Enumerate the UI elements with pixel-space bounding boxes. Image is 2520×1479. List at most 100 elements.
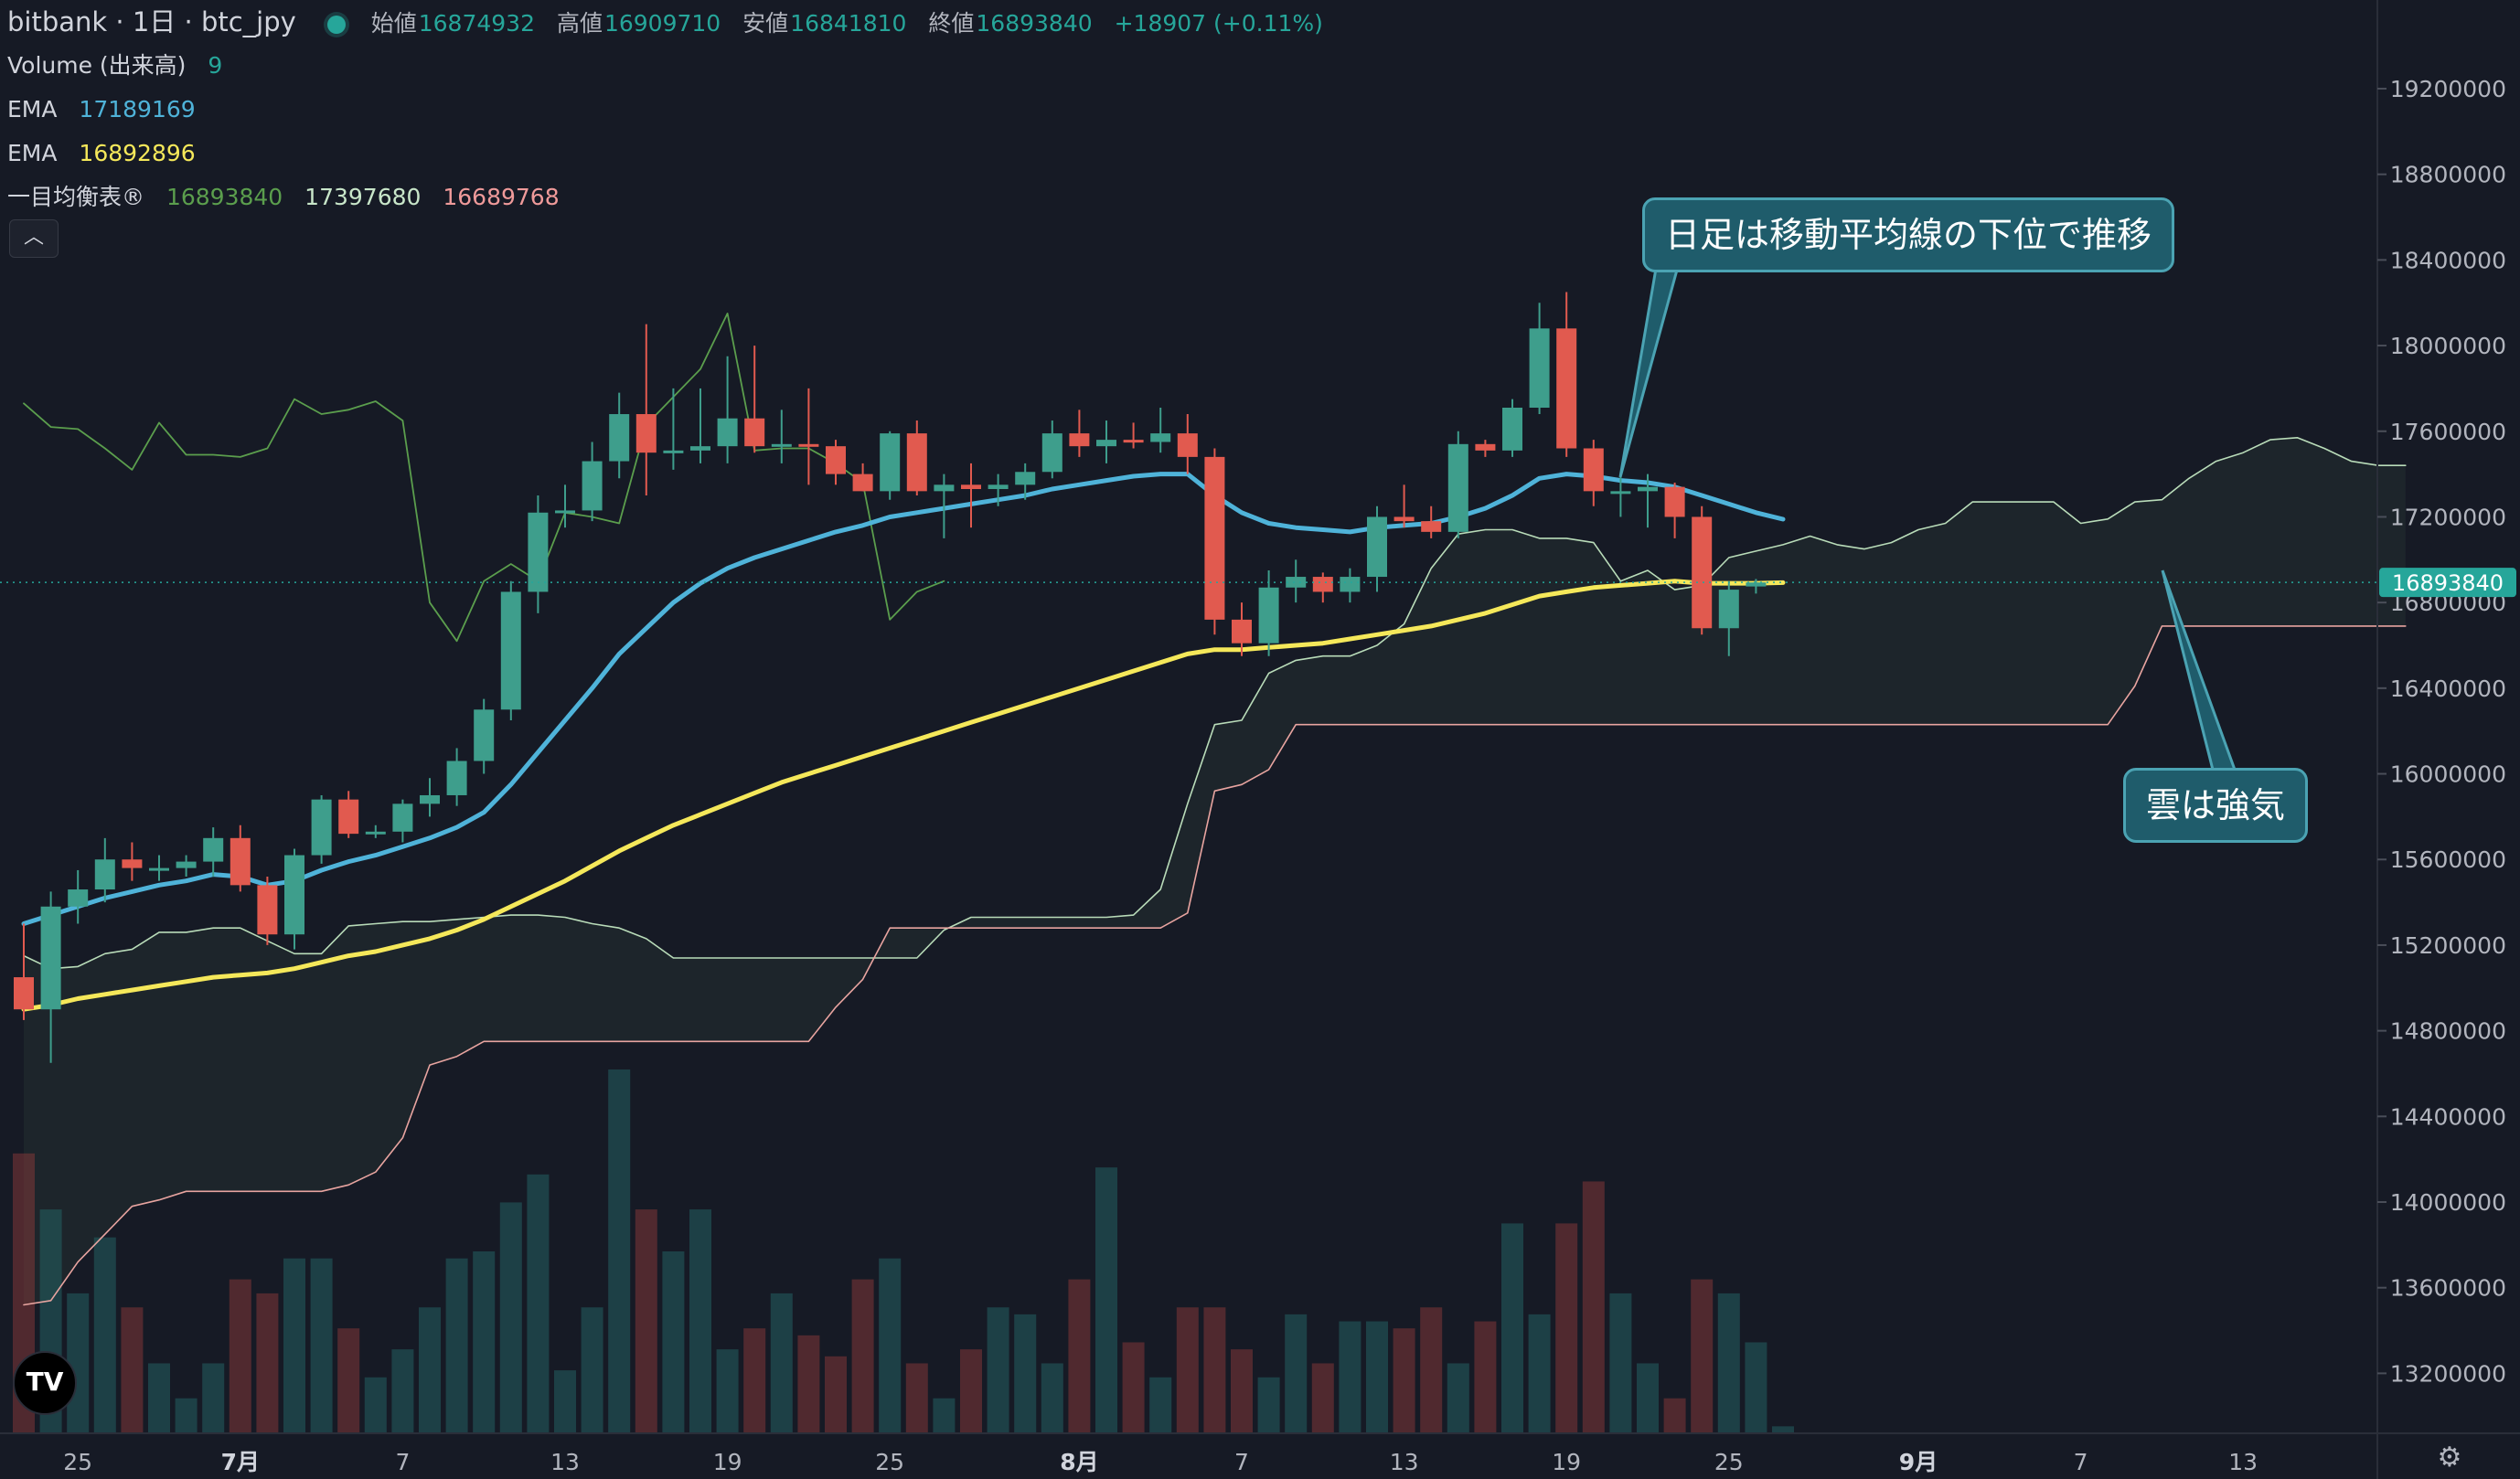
volume-bar: [905, 1363, 928, 1433]
candles[interactable]: [14, 292, 1767, 1063]
y-tick-label: 18000000: [2390, 333, 2506, 359]
y-tick-label: 19200000: [2390, 76, 2506, 102]
volume-bar: [499, 1202, 522, 1433]
legend: bitbank · 1日 · btc_jpy 始値16874932 高値1690…: [7, 0, 1338, 219]
volume-bar: [419, 1307, 441, 1433]
candle-body: [1746, 582, 1767, 587]
candle-body: [1502, 407, 1522, 451]
y-tick-label: 16400000: [2390, 676, 2506, 702]
y-tick-label: 17200000: [2390, 504, 2506, 530]
candle-body: [365, 831, 386, 835]
volume-bar: [527, 1174, 550, 1433]
candle-body: [1583, 448, 1604, 492]
volume-bar: [175, 1398, 198, 1433]
volume-bar: [310, 1258, 333, 1433]
candle-body: [392, 803, 413, 832]
volume-bar: [851, 1279, 874, 1433]
candle-body: [528, 512, 549, 592]
candle-body: [68, 889, 89, 907]
tradingview-logo-icon[interactable]: TV: [13, 1351, 77, 1415]
x-tick-label: 13: [550, 1449, 580, 1475]
x-tick-label: 7: [1234, 1449, 1249, 1475]
volume-bar: [364, 1377, 387, 1433]
collapse-legend-button[interactable]: ︿: [9, 219, 59, 258]
candle-body: [826, 446, 846, 474]
volume-bar: [391, 1349, 414, 1433]
volume-bar: [1122, 1342, 1145, 1433]
open-value: 16874932: [418, 10, 535, 37]
volume-bar: [1663, 1398, 1686, 1433]
callout-cloud: 雲は強気: [2123, 768, 2309, 843]
volume-bar: [1311, 1363, 1334, 1433]
ema-slow-label: EMA: [7, 140, 58, 166]
volume-bar: [1501, 1223, 1523, 1433]
candle-body: [40, 906, 61, 1010]
candle-body: [1475, 443, 1496, 451]
open-label: 始値: [370, 10, 417, 37]
candle-body: [338, 799, 359, 835]
legend-ema-fast[interactable]: EMA 17189169: [7, 88, 1338, 132]
volume-bar: [933, 1398, 956, 1433]
candle-body: [14, 977, 34, 1010]
volume-bar: [1528, 1314, 1551, 1433]
ichimoku-value-2: 17397680: [304, 184, 422, 210]
volume-bar: [445, 1258, 468, 1433]
volume-bar: [473, 1251, 496, 1433]
x-tick-label: 25: [1714, 1449, 1744, 1475]
candle-body: [1069, 433, 1090, 447]
legend-volume[interactable]: Volume (出来高) 9: [7, 44, 1338, 88]
volume-bar: [337, 1328, 360, 1433]
close-label: 終値: [928, 10, 975, 37]
ema-fast-line: [21, 472, 1786, 926]
volume-bar: [987, 1307, 1009, 1433]
ichimoku-value-1: 16893840: [166, 184, 283, 210]
candle-body: [1123, 440, 1144, 443]
volume-bar: [1285, 1314, 1308, 1433]
ichimoku-value-3: 16689768: [443, 184, 560, 210]
ichimoku-cloud: [24, 437, 2406, 1305]
candle-body: [1232, 619, 1252, 644]
candle-body: [988, 484, 1009, 490]
volume-bar: [1420, 1307, 1443, 1433]
volume-bar: [121, 1307, 144, 1433]
indicator-lines: [21, 312, 2407, 1306]
volume-bar: [1447, 1363, 1469, 1433]
y-tick-label: 18800000: [2390, 162, 2506, 188]
ema-fast-label: EMA: [7, 96, 58, 122]
candle-body: [500, 591, 521, 710]
candle-body: [1150, 433, 1171, 442]
candle-body: [284, 855, 304, 935]
x-tick-label: 7: [2074, 1449, 2088, 1475]
y-tick-label: 14800000: [2390, 1018, 2506, 1045]
candle-body: [635, 414, 657, 453]
x-tick-label: 19: [713, 1449, 742, 1475]
candle-body: [1286, 577, 1307, 588]
change-value: +18907 (+0.11%): [1114, 10, 1323, 37]
volume-bar: [1745, 1342, 1767, 1433]
y-tick-label: 15600000: [2390, 846, 2506, 873]
volume-bar: [202, 1363, 225, 1433]
candle-body: [1692, 516, 1713, 629]
candle-body: [1610, 491, 1631, 495]
volume-bar: [1474, 1321, 1497, 1433]
callout-daily: 日足は移動平均線の下位で推移: [1642, 197, 2175, 272]
cloud-upper-line: [23, 436, 2407, 970]
candle-body: [961, 484, 981, 490]
volume-bar: [662, 1251, 685, 1433]
volume-bar: [1014, 1314, 1037, 1433]
legend-ichimoku[interactable]: 一目均衡表® 16893840 17397680 16689768: [7, 176, 1338, 219]
candle-body: [1556, 328, 1577, 449]
volume-bar: [1041, 1363, 1063, 1433]
y-tick-label: 15200000: [2390, 932, 2506, 959]
candle-body: [1312, 577, 1333, 592]
ema-slow-value: 16892896: [79, 140, 196, 166]
volume-bar: [1637, 1363, 1659, 1433]
volume-bar: [635, 1209, 657, 1433]
candle-body: [1638, 486, 1658, 492]
x-tick-label: 25: [875, 1449, 904, 1475]
legend-ema-slow[interactable]: EMA 16892896: [7, 132, 1338, 176]
price-tag: 16893840: [2392, 570, 2504, 596]
symbol-title[interactable]: bitbank · 1日 · btc_jpy: [7, 6, 296, 37]
gear-icon[interactable]: ⚙: [2437, 1442, 2462, 1474]
